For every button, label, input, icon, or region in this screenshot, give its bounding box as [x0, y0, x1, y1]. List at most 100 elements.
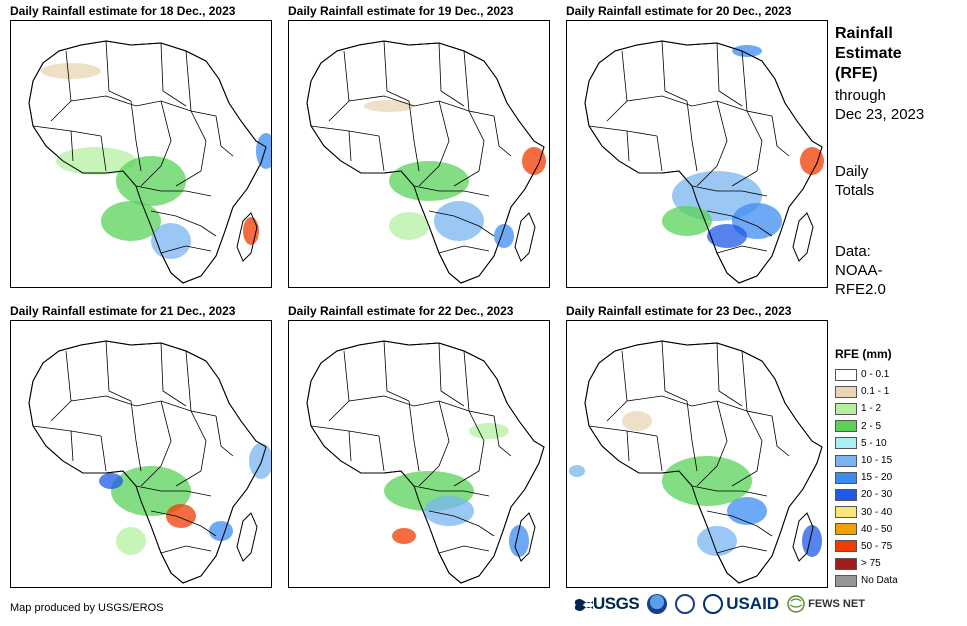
legend-label: 2 - 5 [861, 420, 882, 432]
country-border [716, 342, 743, 407]
legend-swatch [835, 523, 857, 536]
totals-line: Daily [835, 163, 869, 180]
legend-swatch [835, 557, 857, 570]
country-border [656, 135, 663, 172]
rainfall-area [800, 147, 824, 175]
through-label: through [835, 87, 886, 104]
legend-item: 20 - 30 [835, 486, 898, 503]
map-panel-23-dec: Daily Rainfall estimate for 23 Dec., 202… [566, 304, 828, 588]
legend-label: > 75 [861, 558, 881, 570]
country-border [378, 135, 385, 172]
rainfall-area [469, 423, 509, 439]
legend-swatch [835, 368, 857, 381]
legend-item: 15 - 20 [835, 469, 898, 486]
country-border [661, 340, 688, 402]
legend-label: 20 - 30 [861, 489, 893, 501]
map-panel-20-dec: Daily Rainfall estimate for 20 Dec., 202… [566, 4, 828, 288]
country-border [771, 415, 790, 457]
coastline [584, 40, 823, 284]
rainfall-area [662, 456, 752, 506]
legend-swatch [835, 540, 857, 553]
through-date-value: Dec 23, 2023 [835, 106, 925, 123]
legend-swatch [835, 488, 857, 501]
rainfall-area [434, 201, 484, 241]
map-panel-19-dec: Daily Rainfall estimate for 19 Dec., 202… [288, 4, 550, 288]
country-border [378, 435, 385, 472]
country-border [408, 400, 420, 472]
panel-title: Daily Rainfall estimate for 23 Dec., 202… [566, 304, 792, 318]
legend-label: 1 - 2 [861, 403, 882, 415]
country-border [438, 545, 490, 554]
country-border [413, 185, 490, 197]
country-border [696, 400, 728, 487]
country-border [135, 185, 212, 197]
country-border [130, 100, 142, 172]
legend-title: RFE (mm) [835, 347, 892, 361]
country-border [626, 130, 630, 162]
legend-label: 0 - 0.1 [861, 369, 890, 381]
country-border [428, 210, 495, 237]
madagascar-outline [236, 512, 258, 562]
country-border [140, 100, 172, 187]
country-border [408, 100, 420, 172]
panel-title: Daily Rainfall estimate for 19 Dec., 202… [288, 4, 514, 18]
partner-logos: USGS USAID FEWS NET [575, 594, 865, 614]
country-border [348, 95, 470, 112]
country-border [100, 435, 107, 472]
country-border [383, 340, 410, 402]
rainfall-area [166, 504, 196, 528]
country-border [105, 340, 132, 402]
legend-item: > 75 [835, 555, 898, 572]
country-border [731, 410, 763, 487]
legend-label: 50 - 75 [861, 540, 893, 552]
country-border [626, 395, 748, 412]
country-border [453, 110, 485, 187]
rainfall-area [569, 465, 585, 477]
legend-swatch [835, 506, 857, 519]
legend-label: 40 - 50 [861, 523, 893, 535]
country-border [160, 545, 212, 554]
rainfall-area [111, 466, 191, 516]
rainfall-area [99, 473, 123, 489]
legend: 0 - 0.1 0.1 - 1 1 - 2 2 - 5 5 - 10 10 - 15 15 … [835, 366, 898, 589]
product-title: Rainfall Estimate (RFE) [835, 24, 902, 84]
madagascar-outline [792, 212, 814, 262]
usaid-logo-text: USAID [726, 594, 780, 613]
rainfall-map [10, 20, 272, 288]
fews-net-logo-text: FEWS NET [808, 598, 865, 610]
country-border [413, 485, 490, 497]
country-border [686, 100, 698, 172]
legend-label: 10 - 15 [861, 455, 893, 467]
country-border [418, 100, 450, 187]
legend-item: 30 - 40 [835, 504, 898, 521]
country-border [731, 110, 763, 187]
country-border [686, 400, 698, 472]
country-border [150, 210, 217, 237]
legend-label: 5 - 10 [861, 437, 887, 449]
usaid-logo: USAID [703, 594, 779, 614]
rainfall-map [566, 20, 828, 288]
coastline [28, 340, 267, 584]
legend-item: 2 - 5 [835, 418, 898, 435]
country-border [70, 95, 192, 112]
legend-item: 10 - 15 [835, 452, 898, 469]
legend-item: 50 - 75 [835, 538, 898, 555]
country-border [661, 40, 688, 102]
country-border [716, 245, 768, 254]
legend-label: 30 - 40 [861, 506, 893, 518]
fews-globe-icon [787, 595, 805, 613]
legend-swatch [835, 420, 857, 433]
rainfall-area [707, 224, 747, 248]
country-border [348, 130, 352, 162]
country-border [438, 342, 465, 407]
coastline [28, 40, 267, 284]
country-border [428, 510, 495, 537]
map-panel-21-dec: Daily Rainfall estimate for 21 Dec., 202… [10, 304, 272, 588]
usgs-logo-text: USGS [593, 594, 640, 613]
map-credit: Map produced by USGS/EROS [10, 602, 164, 614]
country-border [215, 115, 234, 157]
country-border [418, 400, 450, 487]
rainfall-area [256, 133, 271, 169]
country-border [215, 415, 234, 457]
country-border [493, 415, 512, 457]
